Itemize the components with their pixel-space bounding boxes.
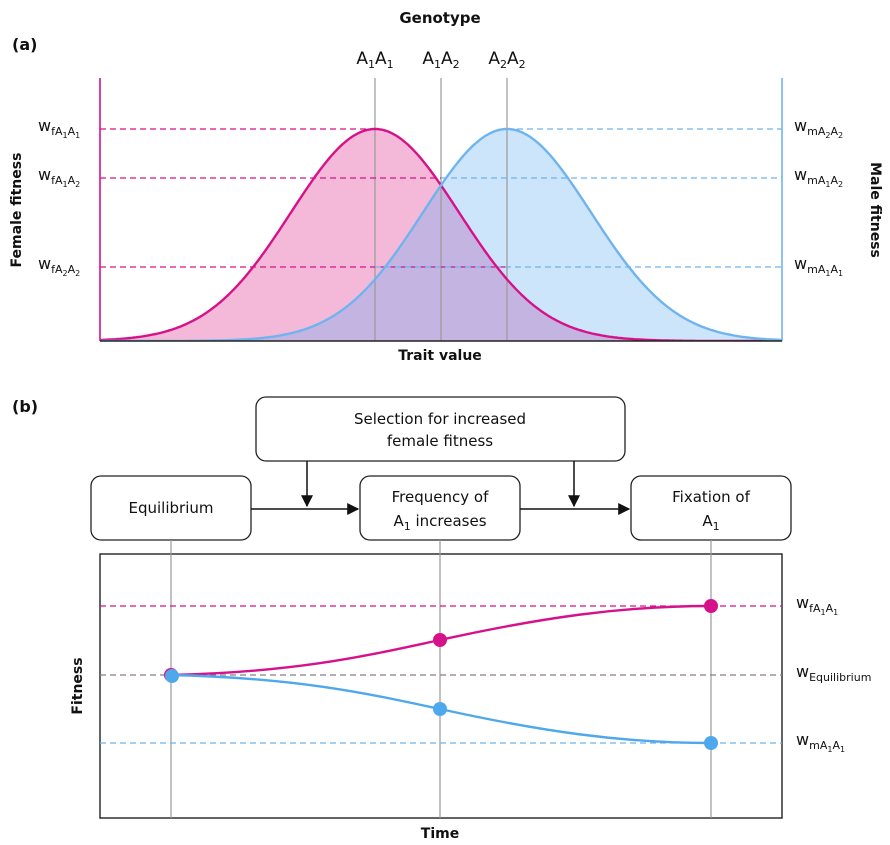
frequency-box-line2: A1 increases bbox=[393, 512, 486, 533]
equilibrium-fitness-label: wEquilibrium bbox=[796, 662, 871, 684]
female-level-lines bbox=[100, 128, 507, 268]
selection-box-line1: Selection for increased bbox=[354, 410, 526, 428]
genotype-label-a1a2: A1A2 bbox=[422, 49, 459, 71]
fixation-box: Fixation of A1 bbox=[630, 475, 792, 541]
equilibrium-box-text: Equilibrium bbox=[129, 499, 214, 517]
female-fitness-axis-title: Female fitness bbox=[9, 153, 25, 268]
trait-value-axis-title: Trait value bbox=[398, 348, 482, 364]
frequency-box-line1: Frequency of bbox=[392, 488, 489, 506]
fitness-plot-frame bbox=[99, 553, 783, 819]
selection-box-line2: female fitness bbox=[387, 432, 493, 450]
genotype-label-a1a1: A1A1 bbox=[356, 49, 393, 71]
female-fitness-label-a1a2: wfA1A2 bbox=[38, 165, 80, 189]
genotype-label-a2a2: A2A2 bbox=[488, 49, 525, 71]
male-point-fixation bbox=[704, 736, 718, 750]
genotype-title: Genotype bbox=[399, 9, 480, 27]
male-fitness-label-a1a2: wmA1A2 bbox=[794, 165, 843, 189]
flow-arrows bbox=[251, 461, 631, 515]
male-point-frequency bbox=[433, 702, 447, 716]
male-fitness-label-b: wmA1A1 bbox=[796, 730, 845, 754]
female-point-fixation bbox=[704, 599, 718, 613]
panel-a-label: (a) bbox=[12, 35, 37, 54]
female-fitness-label-a1a1: wfA1A1 bbox=[38, 116, 80, 140]
female-fitness-label-a2a2: wfA2A2 bbox=[38, 254, 80, 278]
male-level-labels: wmA2A2 wmA1A2 wmA1A1 bbox=[794, 116, 843, 278]
male-point-equilibrium bbox=[165, 669, 179, 683]
equilibrium-box: Equilibrium bbox=[90, 475, 252, 541]
panel-b-label: (b) bbox=[12, 397, 38, 416]
male-fitness-label-a2a2: wmA2A2 bbox=[794, 116, 843, 140]
female-point-frequency bbox=[433, 633, 447, 647]
female-fitness-label-b: wfA1A1 bbox=[796, 593, 838, 617]
fixation-box-line2: A1 bbox=[702, 512, 719, 533]
selection-box: Selection for increased female fitness bbox=[255, 396, 626, 462]
time-axis-title: Time bbox=[421, 826, 459, 842]
male-fitness-label-a1a1: wmA1A1 bbox=[794, 254, 843, 278]
male-fitness-axis-title: Male fitness bbox=[867, 162, 883, 258]
male-level-lines bbox=[375, 128, 782, 268]
frequency-box: Frequency of A1 increases bbox=[359, 475, 521, 541]
fitness-axis-title: Fitness bbox=[70, 657, 86, 714]
fixation-box-line1: Fixation of bbox=[672, 488, 750, 506]
female-level-labels: wfA1A1 wfA1A2 wfA2A2 bbox=[38, 116, 80, 278]
genotype-labels: A1A1 A1A2 A2A2 bbox=[356, 49, 525, 71]
genotype-gridlines bbox=[374, 78, 508, 341]
